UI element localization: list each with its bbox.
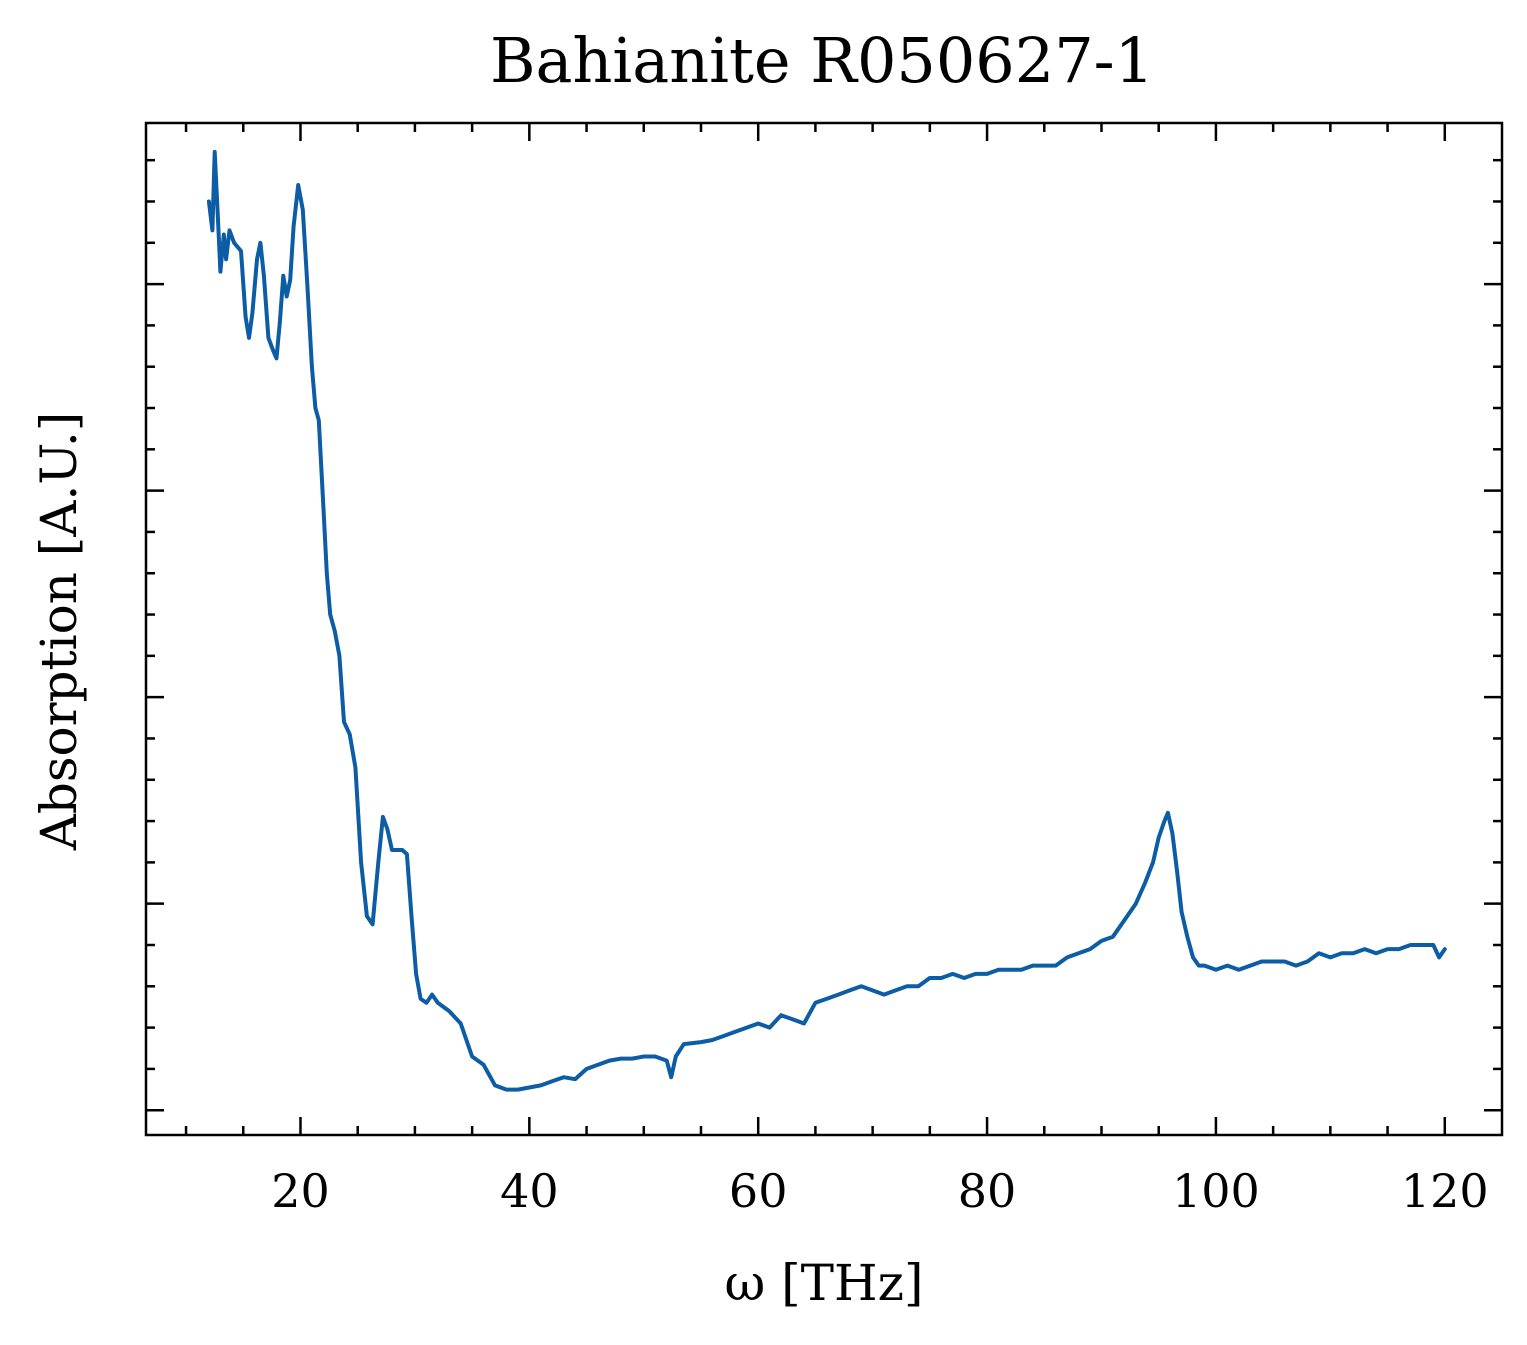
x-tick-label: 40 (500, 1164, 559, 1218)
plot-frame (144, 121, 1504, 1137)
chart-title: Bahianite R050627-1 (490, 24, 1154, 97)
x-tick-label: 20 (271, 1164, 330, 1218)
x-tick-label: 120 (1401, 1164, 1489, 1218)
x-tick-label: 80 (958, 1164, 1017, 1218)
x-tick-label: 60 (729, 1164, 788, 1218)
x-axis-ticks: 20 40 60 80 100 120 (184, 123, 1489, 1218)
absorption-series-line (206, 149, 1447, 1092)
x-tick-label: 100 (1172, 1164, 1260, 1218)
x-axis-label: ω [THz] (725, 1254, 924, 1312)
y-axis-label: Absorption [A.U.] (30, 412, 88, 852)
y-axis-ticks (146, 158, 1502, 1112)
